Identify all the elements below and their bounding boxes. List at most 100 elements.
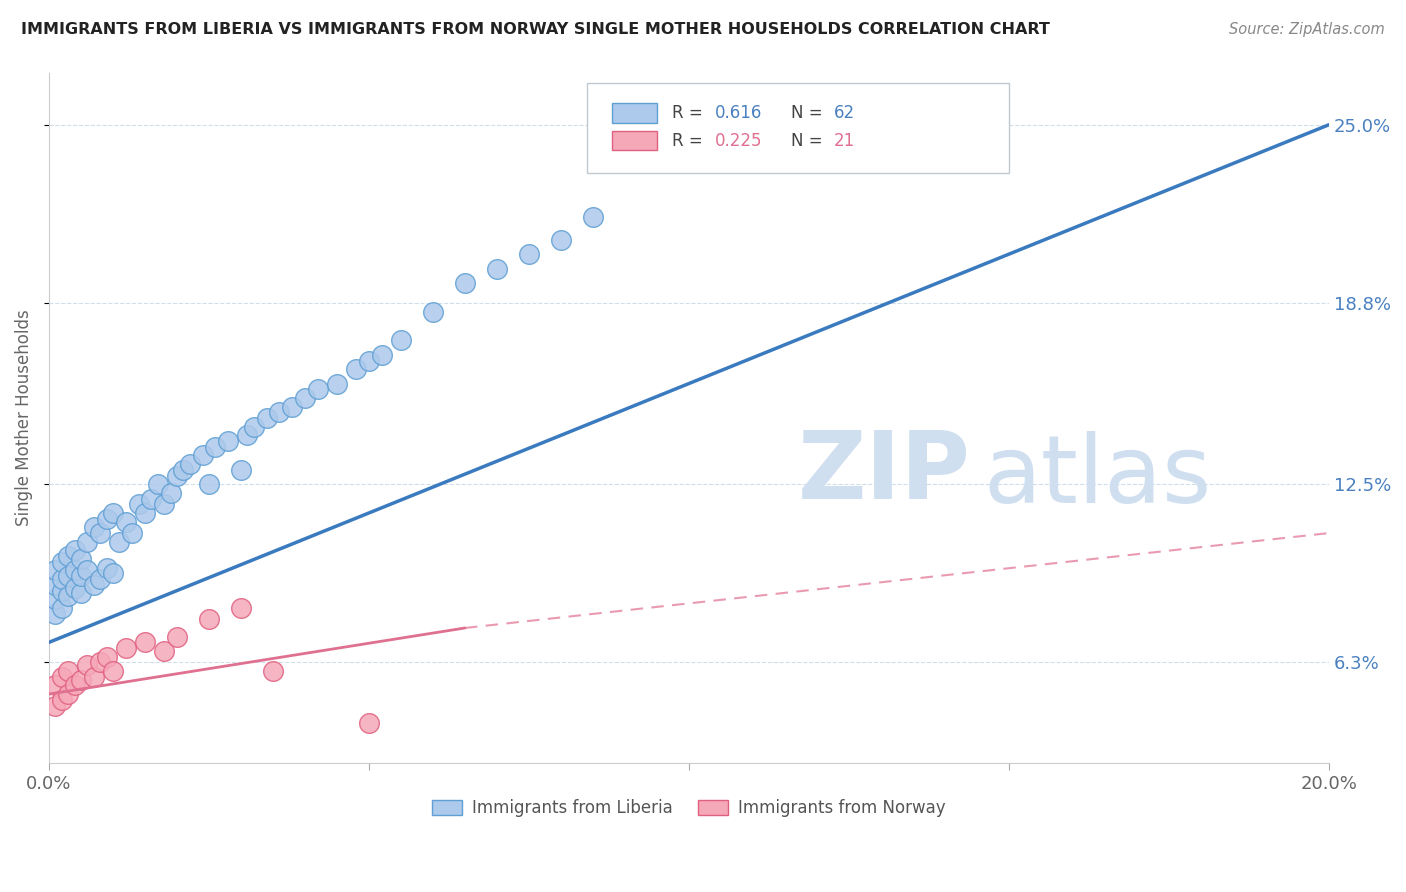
Point: [217, 434, 239, 448]
Point: [44, 592, 66, 607]
Point: [582, 210, 605, 224]
Point: [108, 534, 131, 549]
Point: [307, 382, 329, 396]
Point: [134, 635, 156, 649]
Point: [454, 276, 477, 290]
Point: [101, 664, 124, 678]
Text: IMMIGRANTS FROM LIBERIA VS IMMIGRANTS FROM NORWAY SINGLE MOTHER HOUSEHOLDS CORRE: IMMIGRANTS FROM LIBERIA VS IMMIGRANTS FR…: [21, 22, 1050, 37]
Point: [146, 477, 169, 491]
Point: [76, 534, 98, 549]
Point: [96, 512, 118, 526]
Point: [294, 391, 316, 405]
Point: [44, 578, 66, 592]
Point: [51, 693, 73, 707]
Point: [485, 261, 508, 276]
Point: [56, 687, 79, 701]
Text: N =: N =: [792, 104, 828, 122]
Text: 21: 21: [834, 132, 855, 150]
Point: [101, 506, 124, 520]
Point: [128, 497, 150, 511]
Point: [242, 419, 264, 434]
Point: [89, 656, 111, 670]
Point: [121, 526, 143, 541]
Point: [101, 566, 124, 581]
Point: [96, 560, 118, 574]
Y-axis label: Single Mother Households: Single Mother Households: [15, 310, 32, 526]
Point: [141, 491, 163, 506]
Point: [344, 362, 367, 376]
Point: [44, 564, 66, 578]
Point: [70, 673, 93, 687]
Point: [134, 506, 156, 520]
Point: [44, 607, 66, 621]
Point: [63, 581, 86, 595]
Point: [51, 600, 73, 615]
Point: [63, 543, 86, 558]
Point: [166, 468, 188, 483]
Point: [326, 376, 349, 391]
Point: [159, 485, 181, 500]
FancyBboxPatch shape: [612, 103, 657, 123]
Point: [191, 449, 214, 463]
Text: R =: R =: [672, 104, 709, 122]
Point: [89, 526, 111, 541]
Point: [63, 564, 86, 578]
Point: [114, 515, 136, 529]
Point: [89, 572, 111, 586]
Point: [269, 405, 291, 419]
Point: [56, 664, 79, 678]
Point: [56, 590, 79, 604]
Point: [114, 641, 136, 656]
Point: [357, 353, 380, 368]
Point: [51, 555, 73, 569]
Point: [96, 649, 118, 664]
Point: [153, 644, 176, 658]
Point: [44, 678, 66, 692]
Text: N =: N =: [792, 132, 828, 150]
Point: [70, 586, 93, 600]
Point: [204, 440, 226, 454]
Point: [83, 520, 105, 534]
FancyBboxPatch shape: [612, 131, 657, 150]
Point: [76, 658, 98, 673]
Point: [56, 549, 79, 563]
Point: [236, 428, 259, 442]
Point: [83, 670, 105, 684]
Point: [198, 612, 221, 626]
Point: [44, 698, 66, 713]
Point: [229, 600, 252, 615]
Point: [51, 572, 73, 586]
FancyBboxPatch shape: [586, 83, 1010, 173]
Point: [172, 463, 194, 477]
Point: [51, 670, 73, 684]
Point: [56, 569, 79, 583]
Text: R =: R =: [672, 132, 709, 150]
Point: [70, 552, 93, 566]
Text: atlas: atlas: [983, 431, 1212, 523]
Point: [389, 334, 412, 348]
Point: [76, 564, 98, 578]
Point: [153, 497, 176, 511]
Text: 62: 62: [834, 104, 855, 122]
Point: [281, 400, 304, 414]
Text: Source: ZipAtlas.com: Source: ZipAtlas.com: [1229, 22, 1385, 37]
Point: [70, 569, 93, 583]
Point: [229, 463, 252, 477]
Point: [550, 233, 572, 247]
Point: [83, 578, 105, 592]
Text: ZIP: ZIP: [797, 427, 970, 519]
Text: 0.225: 0.225: [714, 132, 762, 150]
Legend: Immigrants from Liberia, Immigrants from Norway: Immigrants from Liberia, Immigrants from…: [426, 792, 952, 824]
Point: [357, 715, 380, 730]
Point: [256, 411, 278, 425]
Point: [51, 583, 73, 598]
Point: [166, 630, 188, 644]
Point: [198, 477, 221, 491]
Point: [179, 457, 201, 471]
Point: [517, 247, 540, 261]
Point: [63, 678, 86, 692]
Point: [422, 304, 444, 318]
Point: [262, 664, 284, 678]
Point: [371, 348, 394, 362]
Text: 0.616: 0.616: [714, 104, 762, 122]
